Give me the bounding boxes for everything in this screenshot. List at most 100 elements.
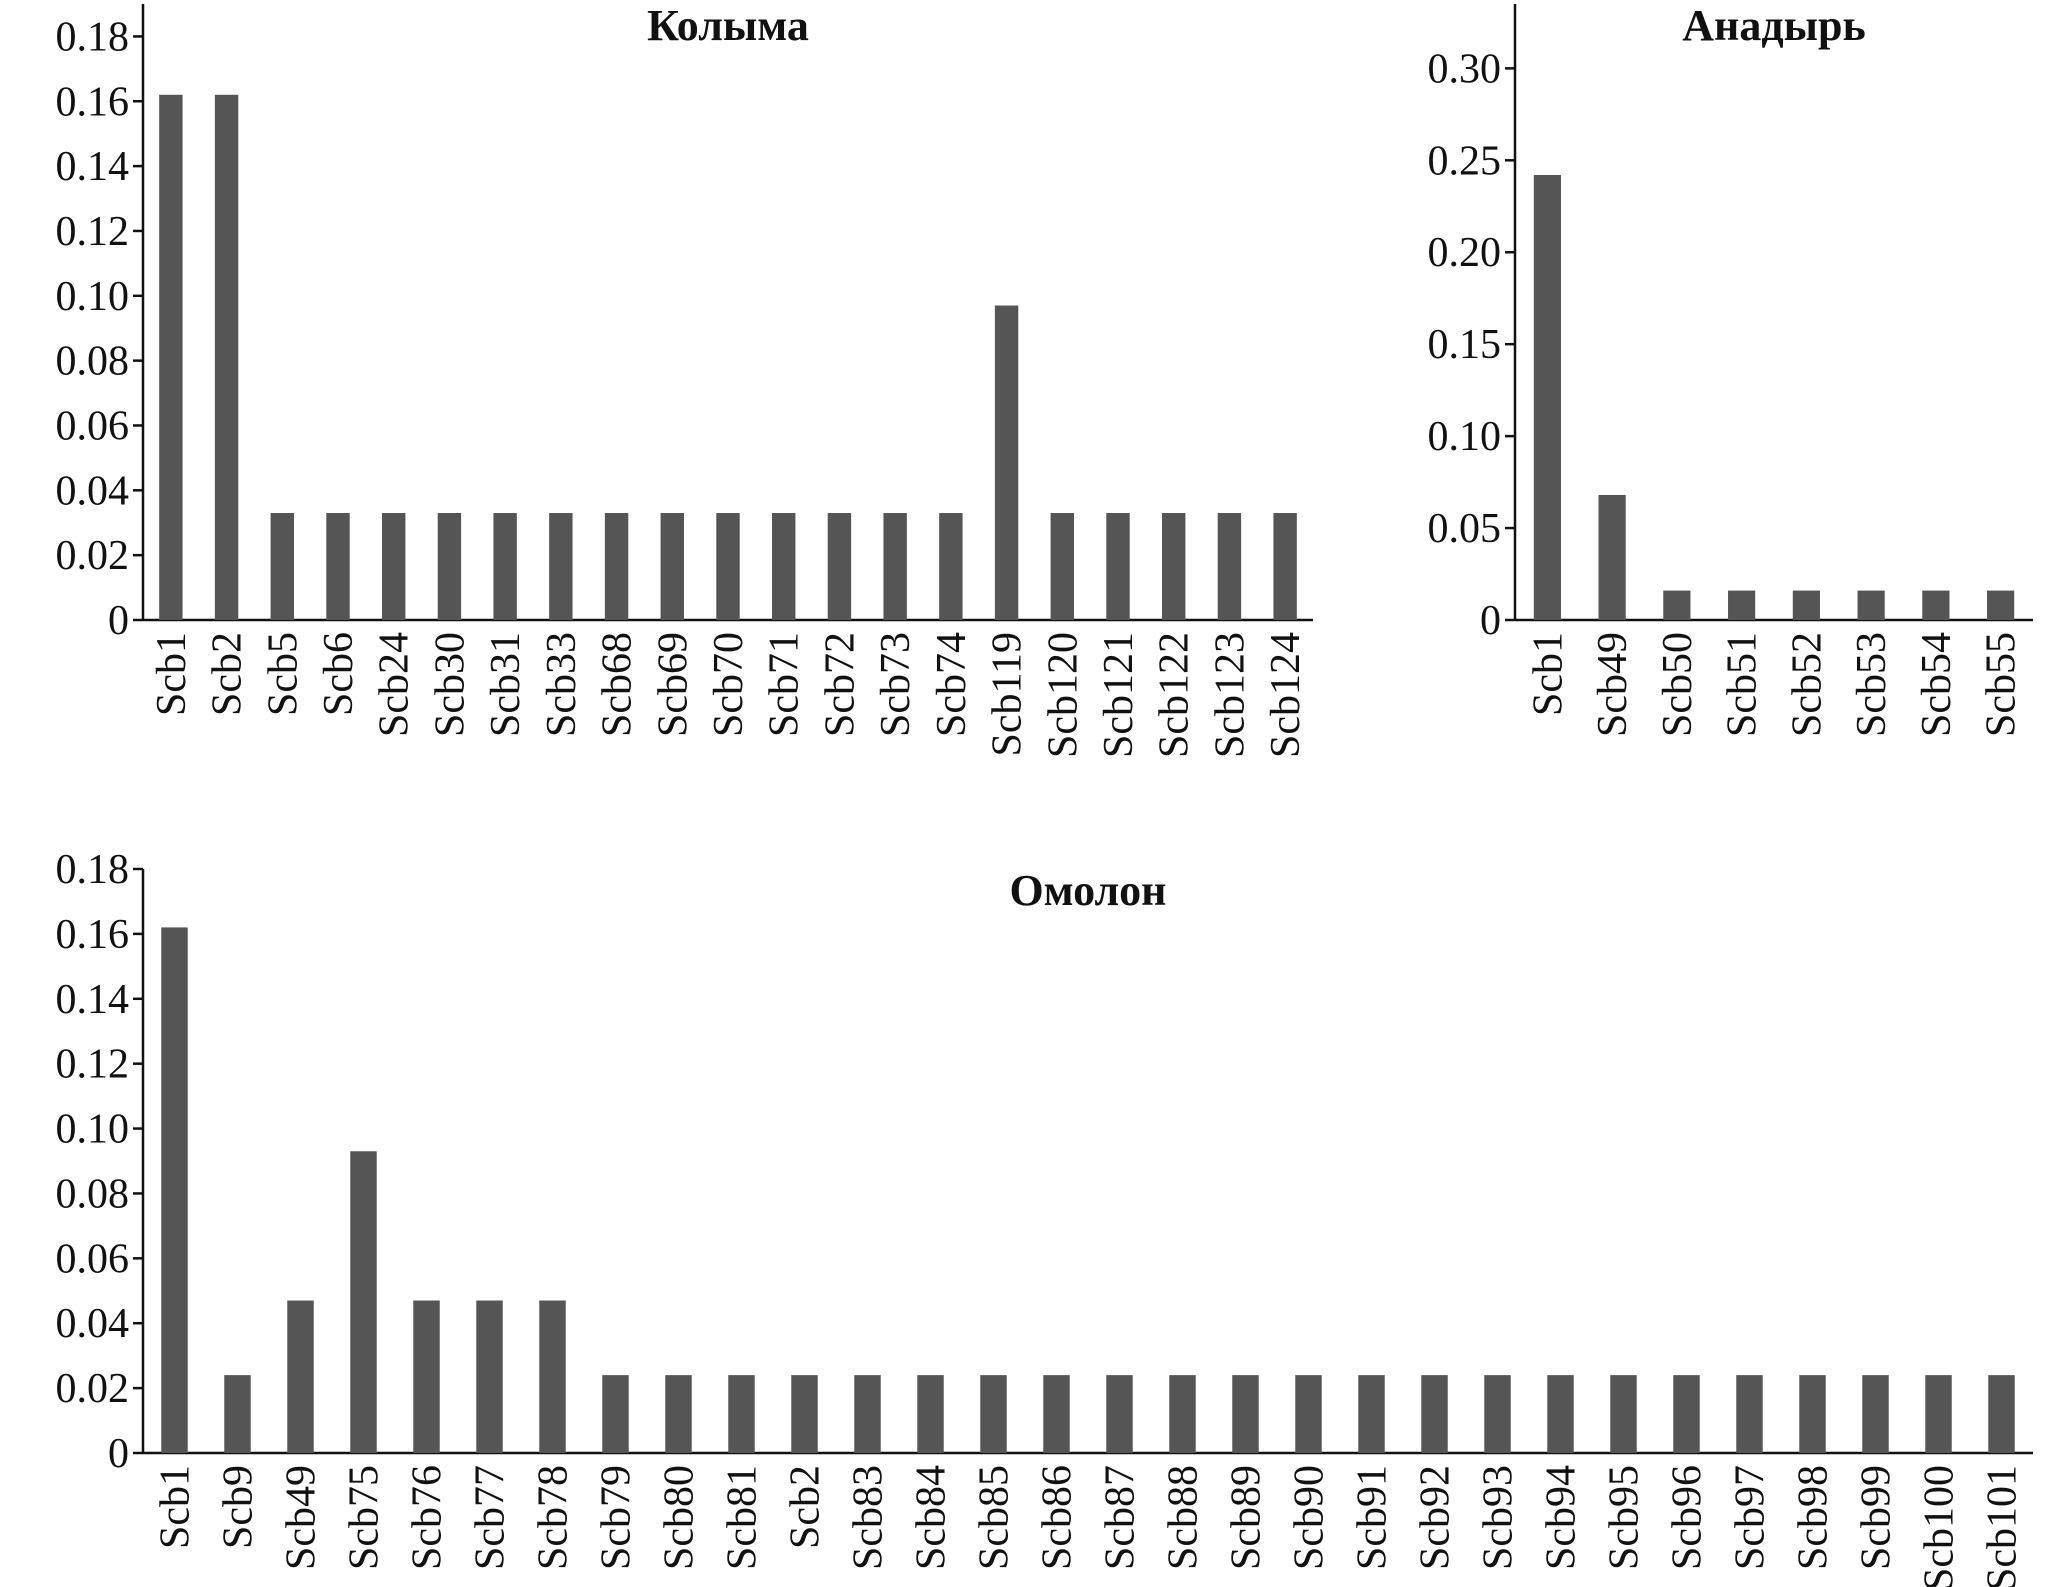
x-tick-label: Scb31	[483, 632, 529, 737]
x-tick-label: Scb71	[762, 632, 808, 737]
bar	[270, 513, 294, 620]
bar	[1169, 1375, 1196, 1453]
bar	[326, 513, 350, 620]
x-tick-label: Scb1	[1525, 632, 1571, 716]
bar	[224, 1375, 251, 1453]
bar	[604, 513, 629, 620]
x-tick-label: Scb1	[149, 632, 195, 716]
y-tick-label: 0.14	[56, 144, 130, 190]
bar	[539, 1300, 566, 1453]
x-tick-label: Scb70	[706, 632, 752, 737]
bar	[1050, 513, 1074, 620]
bar	[1736, 1375, 1763, 1453]
bar	[161, 927, 188, 1453]
x-tick-label: Scb100	[1917, 1465, 1963, 1587]
x-tick-label: Scb1	[153, 1465, 199, 1549]
x-tick-label: Scb93	[1476, 1465, 1522, 1570]
x-tick-label: Scb54	[1914, 632, 1960, 737]
bar	[1358, 1375, 1385, 1453]
x-tick-label: Scb77	[468, 1465, 514, 1570]
y-tick-label: 0.06	[56, 1236, 130, 1282]
y-tick-label: 0.12	[56, 209, 130, 255]
y-tick-label: 0	[1480, 598, 1501, 644]
y-tick-label: 0.16	[56, 79, 130, 125]
bar	[1484, 1375, 1511, 1453]
x-tick-label: Scb120	[1040, 632, 1086, 758]
x-tick-label: Scb121	[1096, 632, 1142, 758]
bar	[549, 513, 573, 620]
bar	[1421, 1375, 1448, 1453]
bar	[1987, 590, 2015, 620]
bar	[159, 94, 183, 621]
x-tick-label: Scb50	[1655, 632, 1701, 737]
y-tick-label: 0.20	[1428, 230, 1502, 276]
x-tick-label: Scb6	[316, 632, 362, 716]
bar	[382, 513, 406, 620]
y-tick-label: 0.25	[1428, 138, 1502, 184]
bar	[1728, 590, 1756, 620]
x-tick-label: Scb72	[817, 632, 863, 737]
bar	[214, 94, 239, 621]
bar	[1273, 513, 1297, 620]
bar	[854, 1375, 881, 1453]
bar	[1988, 1375, 2015, 1453]
y-tick-label: 0.05	[1428, 506, 1502, 552]
bar	[350, 1151, 377, 1453]
bar	[1106, 1375, 1133, 1453]
x-tick-label: Scb9	[216, 1465, 262, 1549]
y-tick-label: 0.14	[56, 977, 130, 1023]
x-tick-label: Scb2	[205, 632, 251, 716]
bar	[1673, 1375, 1700, 1453]
bar	[1232, 1375, 1259, 1453]
bar	[1547, 1375, 1574, 1453]
x-tick-label: Scb88	[1161, 1465, 1207, 1570]
bar	[1162, 513, 1186, 620]
x-tick-label: Scb98	[1791, 1465, 1837, 1570]
x-tick-label: Scb81	[720, 1465, 766, 1570]
x-tick-label: Scb68	[595, 632, 641, 737]
x-tick-label: Scb122	[1152, 632, 1198, 758]
bar	[1857, 590, 1885, 620]
chart-title: Омолон	[1009, 866, 1166, 915]
bar	[660, 513, 684, 620]
bar	[476, 1300, 503, 1453]
x-tick-label: Scb30	[427, 632, 473, 737]
bar	[1862, 1375, 1889, 1453]
bar	[1610, 1375, 1637, 1453]
x-tick-label: Scb119	[985, 632, 1031, 756]
x-tick-label: Scb96	[1665, 1465, 1711, 1570]
y-tick-label: 0.18	[56, 14, 130, 60]
x-tick-label: Scb78	[531, 1465, 577, 1570]
x-tick-label: Scb101	[1980, 1465, 2026, 1587]
x-tick-label: Scb86	[1035, 1465, 1081, 1570]
x-tick-label: Scb2	[783, 1465, 829, 1549]
y-tick-label: 0.02	[56, 533, 130, 579]
x-tick-label: Scb124	[1263, 632, 1309, 758]
bar	[939, 513, 963, 620]
bar	[772, 513, 796, 620]
bar	[728, 1375, 755, 1453]
x-tick-label: Scb97	[1728, 1465, 1774, 1570]
y-tick-label: 0.06	[56, 403, 130, 449]
bar	[791, 1375, 818, 1453]
y-tick-label: 0.08	[56, 339, 130, 385]
y-tick-label: 0.15	[1428, 322, 1502, 368]
x-tick-label: Scb79	[594, 1465, 640, 1570]
bar	[1217, 513, 1242, 620]
x-tick-label: Scb53	[1849, 632, 1895, 737]
y-tick-label: 0.10	[1428, 414, 1502, 460]
x-tick-label: Scb33	[539, 632, 585, 737]
bar	[493, 513, 517, 620]
bar	[665, 1375, 692, 1453]
x-tick-label: Scb55	[1979, 632, 2025, 737]
bar	[1295, 1375, 1322, 1453]
x-tick-label: Scb85	[972, 1465, 1018, 1570]
bar	[1533, 175, 1561, 620]
x-tick-label: Scb99	[1854, 1465, 1900, 1570]
x-tick-label: Scb76	[405, 1465, 451, 1570]
y-tick-label: 0.02	[56, 1366, 130, 1412]
y-tick-label: 0.04	[56, 1301, 130, 1347]
bar	[1043, 1375, 1070, 1453]
x-tick-label: Scb74	[929, 632, 975, 737]
